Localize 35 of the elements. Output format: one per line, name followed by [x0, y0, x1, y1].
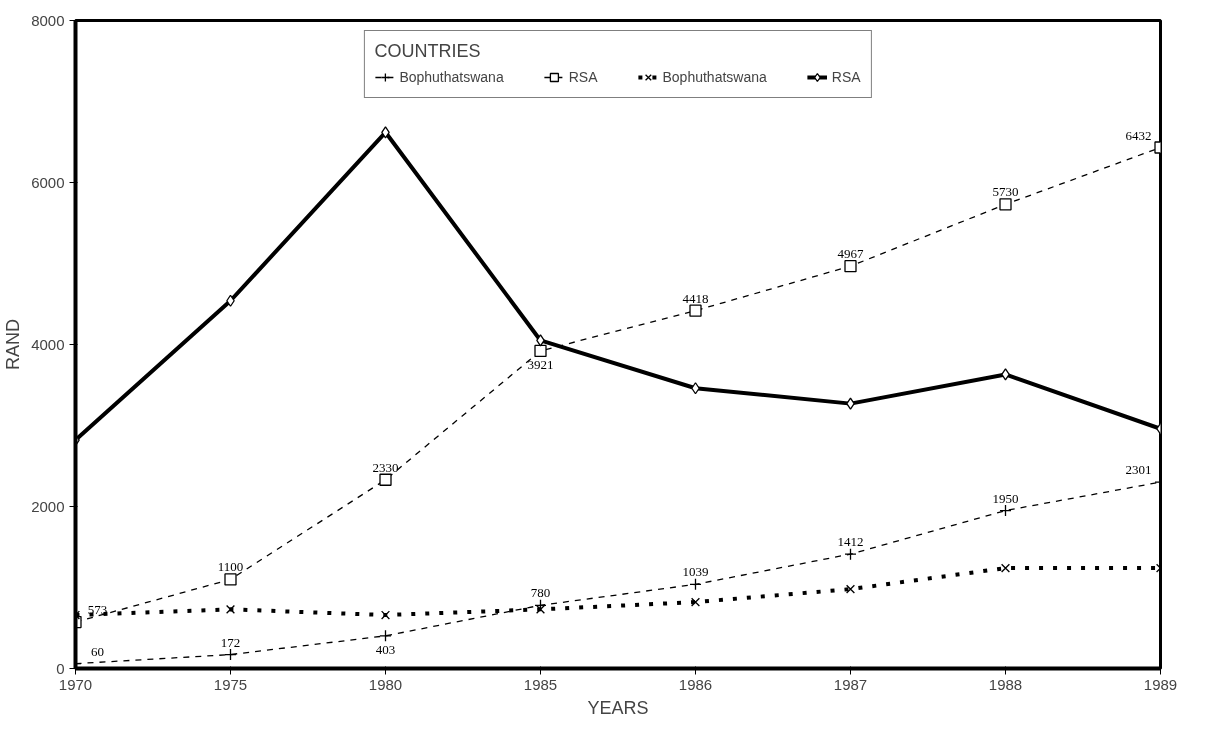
data-label: 60: [91, 643, 104, 659]
y-tick-label: 4000: [31, 335, 65, 353]
y-tick-label: 8000: [31, 11, 65, 29]
x-axis-title: YEARS: [587, 697, 649, 718]
data-label: 2301: [1125, 462, 1152, 478]
x-tick-label: 1987: [833, 675, 868, 693]
x-tick-label: 1985: [523, 675, 558, 693]
legend-label: RSA: [568, 69, 598, 85]
data-label: 5730: [992, 184, 1019, 200]
x-tick-label: 1988: [988, 675, 1023, 693]
data-label: 2330: [372, 459, 399, 475]
data-label: 403: [375, 641, 396, 657]
x-tick-label: 1980: [368, 675, 403, 693]
data-label: 172: [220, 634, 241, 650]
data-label: 6432: [1125, 127, 1152, 143]
y-tick-label: 2000: [31, 497, 65, 515]
y-axis-title: RAND: [3, 318, 24, 370]
x-tick-label: 1986: [678, 675, 713, 693]
data-label: 1100: [217, 559, 244, 575]
x-tick-label: 1989: [1143, 675, 1178, 693]
data-label: 4967: [837, 246, 864, 262]
legend-label: RSA: [831, 69, 861, 85]
y-tick-label: 0: [56, 659, 65, 677]
legend-label: Bophuthatswana: [399, 69, 504, 85]
data-label: 4418: [682, 290, 709, 306]
data-label: 1950: [992, 490, 1019, 506]
data-label: 1039: [682, 564, 709, 580]
x-tick-label: 1975: [213, 675, 248, 693]
data-label: 3921: [527, 356, 554, 372]
legend-title: COUNTRIES: [374, 41, 482, 62]
legend-label: Bophuthatswana: [662, 69, 767, 85]
x-tick-label: 1970: [58, 675, 93, 693]
data-label: 1412: [837, 534, 864, 550]
y-tick-label: 6000: [31, 173, 65, 191]
data-label: 780: [530, 585, 551, 601]
